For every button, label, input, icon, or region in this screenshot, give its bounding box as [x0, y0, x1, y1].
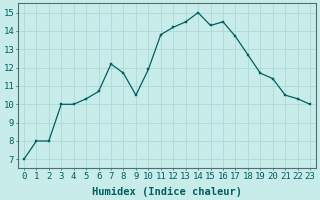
X-axis label: Humidex (Indice chaleur): Humidex (Indice chaleur) [92, 186, 242, 197]
